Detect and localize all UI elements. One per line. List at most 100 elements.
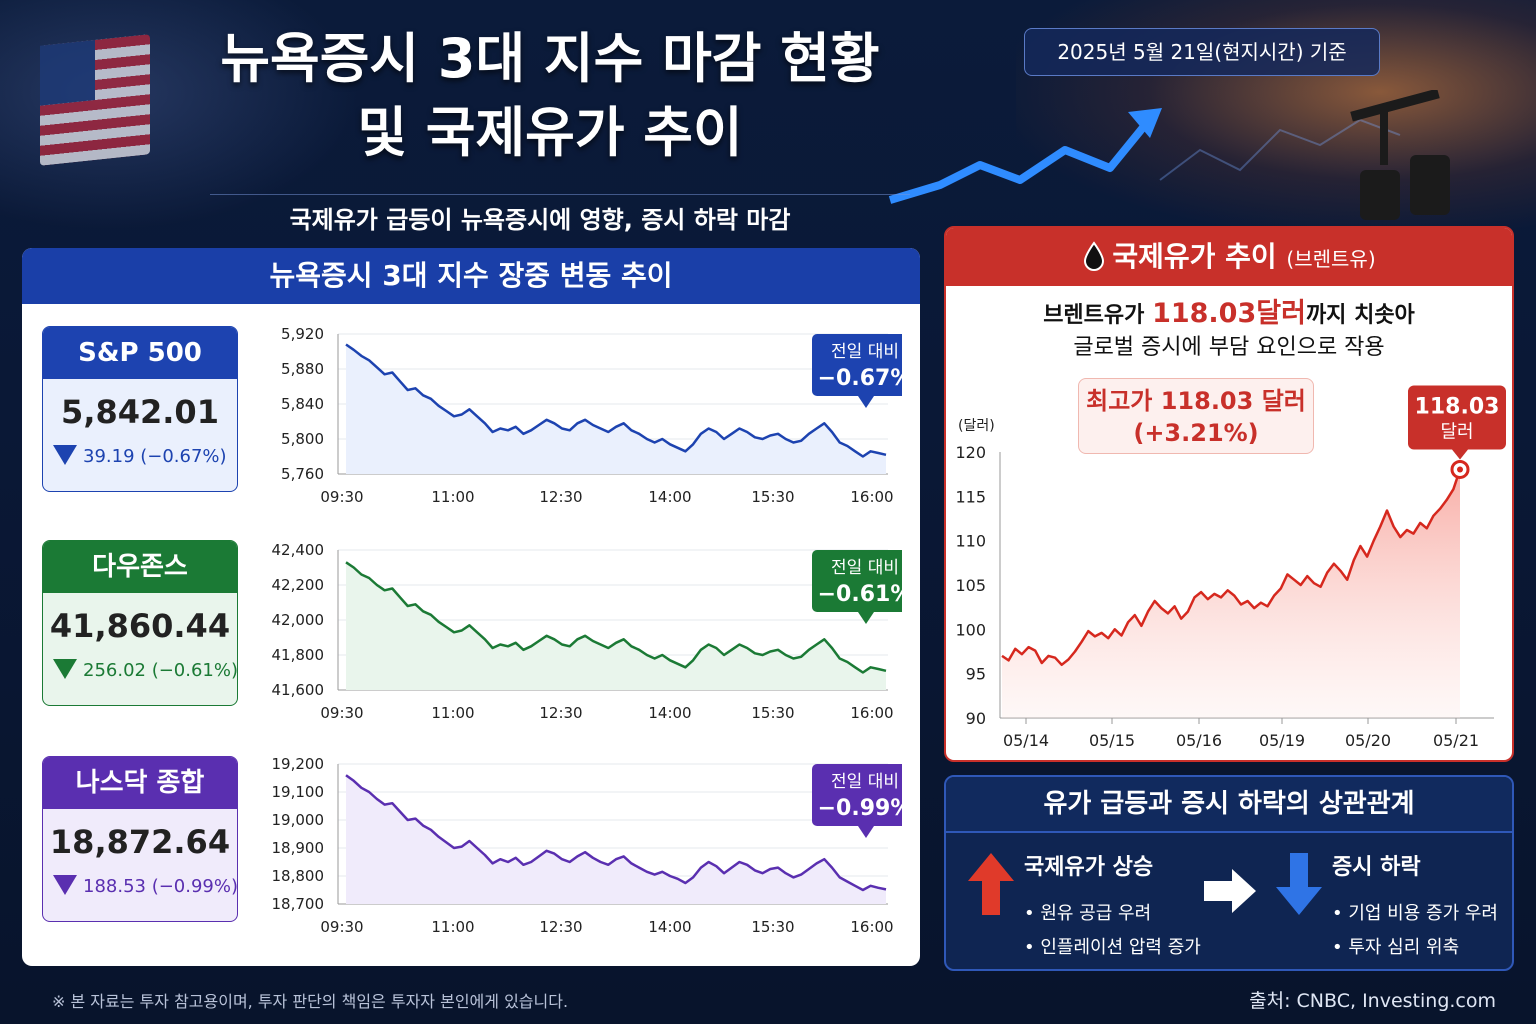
y-tick-label: 19,000	[272, 811, 325, 829]
end-price-unit: 달러	[1440, 421, 1473, 442]
y-tick-label: 41,800	[272, 646, 325, 664]
index-name: 다우존스	[43, 541, 237, 593]
dow-chart: 42,400 42,200 42,000 41,800 41,600 09:30 11:00…	[272, 544, 902, 722]
compare-label: 전일 대비	[831, 772, 899, 792]
y-tick-label: 19,100	[272, 783, 325, 801]
y-tick-label: 105	[955, 576, 986, 595]
index-value: 18,872.64	[49, 823, 231, 861]
compare-pct: −0.99%	[818, 796, 902, 821]
stock-fall-column: 증시 하락 • 기업 비용 증가 우려 • 투자 심리 위축	[1332, 855, 1498, 958]
index-change: 188.53 (−0.99%)	[43, 875, 237, 897]
y-tick-label: 19,200	[272, 758, 325, 773]
x-tick-label: 11:00	[431, 918, 474, 936]
compare-label: 전일 대비	[831, 342, 899, 362]
title-divider	[210, 194, 910, 195]
oil-peak-box: 최고가 118.03 달러 (+3.21%)	[1078, 378, 1314, 454]
series-area	[346, 562, 886, 690]
sp500-card: S&P 500 5,842.01 39.19 (−0.67%)	[42, 326, 238, 492]
x-tick-label: 14:00	[648, 918, 691, 936]
y-tick-label: 95	[966, 665, 986, 684]
y-tick-label: 5,920	[281, 328, 324, 343]
y-tick-label: 5,800	[281, 430, 324, 448]
correlation-title: 유가 급등과 증시 하락의 상관관계	[946, 777, 1512, 833]
index-change: 39.19 (−0.67%)	[43, 445, 237, 467]
x-tick-label: 11:00	[431, 488, 474, 506]
x-tick-label: 11:00	[431, 704, 474, 722]
peak-marker-dot	[1457, 466, 1463, 473]
index-value: 5,842.01	[61, 393, 219, 431]
change-callout: 전일 대비 −0.99%	[812, 764, 902, 838]
index-change: 256.02 (−0.61%)	[43, 659, 237, 681]
nasdaq-chart: 19,200 19,100 19,000 18,900 18,800 18,700 09:3…	[272, 758, 902, 936]
blue-down-arrow-icon	[1276, 853, 1322, 915]
x-tick-label: 12:30	[539, 704, 582, 722]
y-tick-label: 120	[955, 443, 986, 462]
oil-rise-column: 국제유가 상승 • 원유 공급 우려 • 인플레이션 압력 증가	[1024, 855, 1201, 958]
page-title: 뉴욕증시 3대 지수 마감 현황 및 국제유가 추이	[110, 22, 990, 170]
x-tick-label: 15:30	[751, 704, 794, 722]
x-tick-label: 05/16	[1176, 731, 1222, 748]
series-area	[346, 775, 886, 904]
oil-panel: 국제유가 추이 (브렌트유) 브렌트유가 118.03달러까지 치솟아 글로벌 …	[944, 226, 1514, 762]
oil-line	[1001, 469, 1462, 667]
x-tick-label: 09:30	[320, 918, 363, 936]
down-triangle-icon	[53, 875, 77, 895]
index-name: S&P 500	[43, 327, 237, 379]
y-tick-label: 5,760	[281, 465, 324, 483]
correlation-panel: 유가 급등과 증시 하락의 상관관계 국제유가 상승 • 원유 공급 우려 • …	[944, 775, 1514, 971]
y-tick-label: 100	[955, 620, 986, 639]
source: 출처: CNBC, Investing.com	[1249, 990, 1496, 1012]
y-tick-label: 42,000	[272, 611, 325, 629]
change-callout: 전일 대비 −0.67%	[812, 334, 902, 408]
index-value: 41,860.44	[49, 607, 231, 645]
series-area	[346, 344, 886, 474]
disclaimer: ※ 본 자료는 투자 참고용이며, 투자 판단의 책임은 투자자 본인에게 있습…	[52, 992, 569, 1011]
x-tick-label: 14:00	[648, 704, 691, 722]
x-tick-label: 12:30	[539, 918, 582, 936]
compare-label: 전일 대비	[831, 558, 899, 578]
x-tick-label: 16:00	[850, 918, 893, 936]
end-price-value: 118.03	[1415, 394, 1500, 419]
x-tick-label: 16:00	[850, 488, 893, 506]
x-tick-label: 05/19	[1259, 731, 1305, 748]
y-unit-label: (달러)	[958, 418, 995, 434]
series-line	[345, 343, 887, 458]
x-tick-label: 14:00	[648, 488, 691, 506]
rising-arrow-icon	[888, 90, 1450, 220]
down-triangle-icon	[53, 659, 77, 679]
x-tick-label: 15:30	[751, 918, 794, 936]
x-tick-label: 05/20	[1345, 731, 1391, 748]
series-line	[345, 774, 887, 892]
y-tick-label: 42,200	[272, 576, 325, 594]
oil-note: 브렌트유가 118.03달러까지 치솟아 글로벌 증시에 부담 요인으로 작용	[1043, 298, 1415, 360]
x-tick-label: 09:30	[320, 488, 363, 506]
y-tick-label: 5,880	[281, 360, 324, 378]
y-tick-label: 41,600	[272, 681, 325, 699]
x-tick-label: 16:00	[850, 704, 893, 722]
sp500-chart: 5,920 5,880 5,840 5,800 5,760 09:30 11:00 12:30…	[281, 328, 902, 506]
x-tick-label: 12:30	[539, 488, 582, 506]
title-line-1: 뉴욕증시 3대 지수 마감 현황	[220, 27, 880, 90]
x-tick-label: 15:30	[751, 488, 794, 506]
x-tick-label: 05/15	[1089, 731, 1135, 748]
y-tick-label: 18,900	[272, 839, 325, 857]
y-tick-label: 110	[955, 532, 986, 551]
compare-pct: −0.67%	[818, 366, 902, 391]
y-tick-label: 42,400	[272, 544, 325, 559]
stocks-panel-title: 뉴욕증시 3대 지수 장중 변동 추이	[22, 248, 920, 304]
right-arrow-icon	[1204, 869, 1256, 913]
x-tick-label: 05/14	[1003, 731, 1049, 748]
page-subtitle: 국제유가 급등이 뉴욕증시에 영향, 증시 하락 마감	[289, 206, 791, 234]
y-tick-label: 90	[966, 709, 986, 728]
dow-card: 다우존스 41,860.44 256.02 (−0.61%)	[42, 540, 238, 706]
oil-panel-title: 국제유가 추이 (브렌트유)	[946, 228, 1512, 286]
index-name: 나스닥 종합	[43, 757, 237, 809]
y-tick-label: 18,700	[272, 895, 325, 913]
change-callout: 전일 대비 −0.61%	[812, 550, 902, 624]
end-price-callout: 118.03달러	[1408, 385, 1506, 460]
down-triangle-icon	[53, 445, 77, 465]
y-tick-label: 115	[955, 487, 986, 506]
stocks-panel: 뉴욕증시 3대 지수 장중 변동 추이 S&P 500 5,842.01 39.…	[22, 248, 920, 966]
oil-chart: (달러) 120 115 110 105 100 95 90 05/14 05/15 05/16 05…	[955, 385, 1506, 748]
nasdaq-card: 나스닥 종합 18,872.64 188.53 (−0.99%)	[42, 756, 238, 922]
